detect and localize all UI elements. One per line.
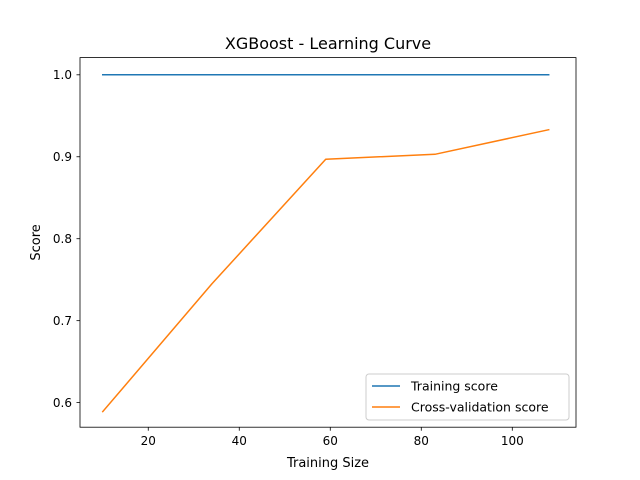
y-axis-label: Score [29,224,44,260]
y-axis-ticks: 0.6 0.7 0.8 0.9 1.0 [53,68,80,410]
y-tick-label: 0.6 [53,396,72,410]
y-tick-label: 1.0 [53,68,72,82]
legend-label-cross-validation-score: Cross-validation score [411,400,549,415]
plot-area [79,57,577,428]
y-tick-label: 0.8 [53,232,72,246]
x-tick-label: 60 [323,434,338,448]
x-tick-label: 100 [501,434,524,448]
axes-frame [79,57,577,428]
y-tick-label: 0.7 [53,314,72,328]
legend-box [365,373,570,421]
series-line-cross-validation-score [101,128,550,413]
legend: Training score Cross-validation score [365,373,570,421]
series-layer [101,74,550,413]
x-tick-label: 40 [232,434,247,448]
x-tick-label: 80 [414,434,429,448]
x-axis-label: Training Size [286,456,369,471]
legend-label-training-score: Training score [410,379,498,394]
x-axis-ticks: 20 40 60 80 100 [141,427,524,448]
y-tick-label: 0.9 [53,150,72,164]
chart-title: XGBoost - Learning Curve [225,34,431,53]
x-tick-label: 20 [141,434,156,448]
